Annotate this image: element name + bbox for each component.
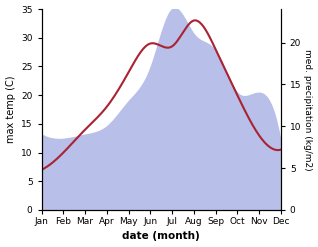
Y-axis label: med. precipitation (kg/m2): med. precipitation (kg/m2): [303, 49, 313, 170]
Y-axis label: max temp (C): max temp (C): [5, 76, 16, 143]
X-axis label: date (month): date (month): [122, 231, 200, 242]
